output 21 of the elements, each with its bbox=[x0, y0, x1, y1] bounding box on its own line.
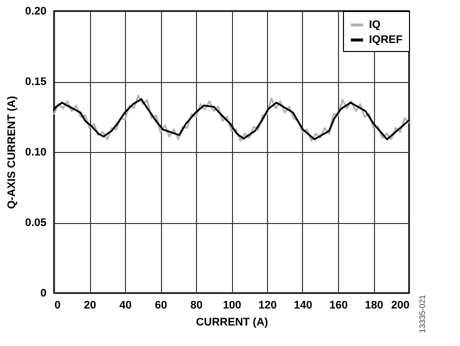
y-tick-label: 0.20 bbox=[25, 6, 46, 18]
x-tick-label: 120 bbox=[258, 300, 277, 312]
x-tick-label: 140 bbox=[294, 300, 312, 312]
x-tick-label: 0 bbox=[54, 300, 61, 312]
x-tick-label: 60 bbox=[154, 300, 168, 312]
x-tick-label: 40 bbox=[119, 300, 132, 312]
y-tick-label: 0.05 bbox=[25, 217, 46, 229]
x-axis-title: CURRENT (A) bbox=[196, 316, 268, 328]
y-axis-title: Q-AXIS CURRENT (A) bbox=[6, 96, 18, 210]
x-tick-label: 80 bbox=[190, 300, 203, 312]
x-tick-label: 160 bbox=[329, 300, 348, 312]
y-tick-label: 0.10 bbox=[25, 146, 46, 158]
text: 13335-021 bbox=[418, 294, 427, 333]
legend-label: IQ bbox=[369, 19, 382, 31]
legend-label: IQREF bbox=[369, 34, 403, 46]
x-tick-label: 180 bbox=[364, 300, 384, 312]
y-tick-label: 0.15 bbox=[25, 76, 46, 88]
x-tick-label: 100 bbox=[222, 300, 242, 312]
y-tick-label: 0 bbox=[40, 288, 46, 300]
x-tick-label: 200 bbox=[391, 300, 410, 312]
x-tick-label: 20 bbox=[84, 300, 96, 312]
